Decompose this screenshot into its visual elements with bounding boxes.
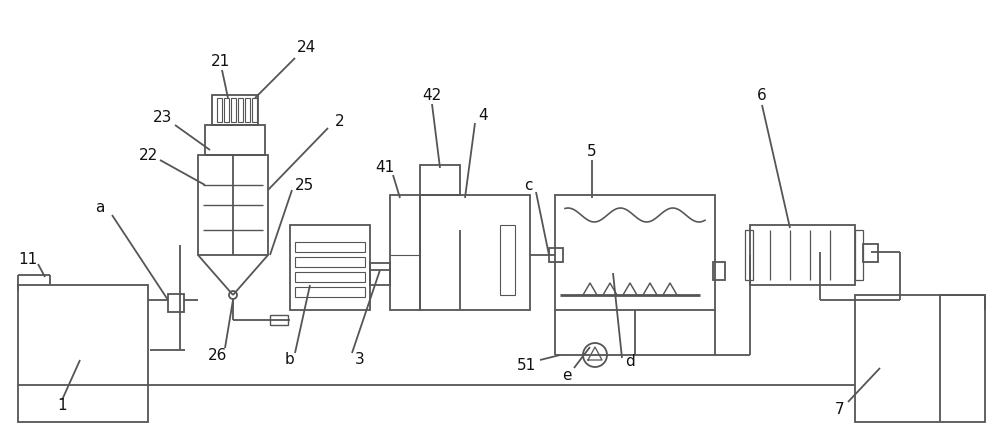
- Text: 5: 5: [587, 145, 597, 159]
- Bar: [295, 242, 365, 252]
- Bar: [420, 165, 460, 195]
- Bar: [295, 272, 365, 282]
- Text: 26: 26: [208, 347, 228, 363]
- Bar: [713, 262, 725, 280]
- Text: c: c: [524, 177, 532, 192]
- Bar: [290, 225, 370, 310]
- Text: 7: 7: [835, 403, 845, 417]
- Bar: [245, 98, 250, 122]
- Text: 6: 6: [757, 88, 767, 102]
- Text: 3: 3: [355, 353, 365, 367]
- Bar: [750, 225, 855, 285]
- Bar: [555, 195, 715, 310]
- Text: 11: 11: [18, 252, 38, 268]
- Bar: [370, 263, 390, 285]
- Bar: [205, 125, 265, 155]
- Bar: [231, 98, 236, 122]
- Text: b: b: [285, 353, 295, 367]
- Bar: [238, 98, 243, 122]
- Text: a: a: [95, 201, 105, 215]
- Text: 24: 24: [297, 40, 317, 56]
- Bar: [500, 225, 515, 295]
- Bar: [18, 285, 148, 422]
- Bar: [224, 98, 229, 122]
- Text: 42: 42: [422, 88, 442, 102]
- Text: 22: 22: [138, 148, 158, 162]
- Bar: [168, 294, 184, 312]
- Text: 41: 41: [375, 160, 395, 176]
- Text: 25: 25: [295, 177, 315, 192]
- Text: d: d: [625, 354, 635, 370]
- Text: 21: 21: [210, 54, 230, 70]
- Text: 4: 4: [478, 107, 488, 123]
- Bar: [863, 244, 878, 262]
- Text: 2: 2: [335, 114, 345, 130]
- Text: 51: 51: [517, 357, 537, 372]
- Bar: [855, 295, 985, 422]
- Bar: [217, 98, 222, 122]
- Bar: [390, 195, 420, 310]
- Text: 23: 23: [153, 110, 173, 126]
- Bar: [252, 98, 257, 122]
- Bar: [549, 248, 563, 262]
- Bar: [295, 287, 365, 297]
- Bar: [270, 315, 288, 325]
- Text: 1: 1: [57, 398, 67, 413]
- Bar: [295, 257, 365, 267]
- Bar: [745, 230, 753, 280]
- Bar: [198, 155, 268, 255]
- Bar: [420, 195, 530, 310]
- Bar: [212, 95, 258, 125]
- Text: e: e: [562, 367, 572, 382]
- Bar: [855, 230, 863, 280]
